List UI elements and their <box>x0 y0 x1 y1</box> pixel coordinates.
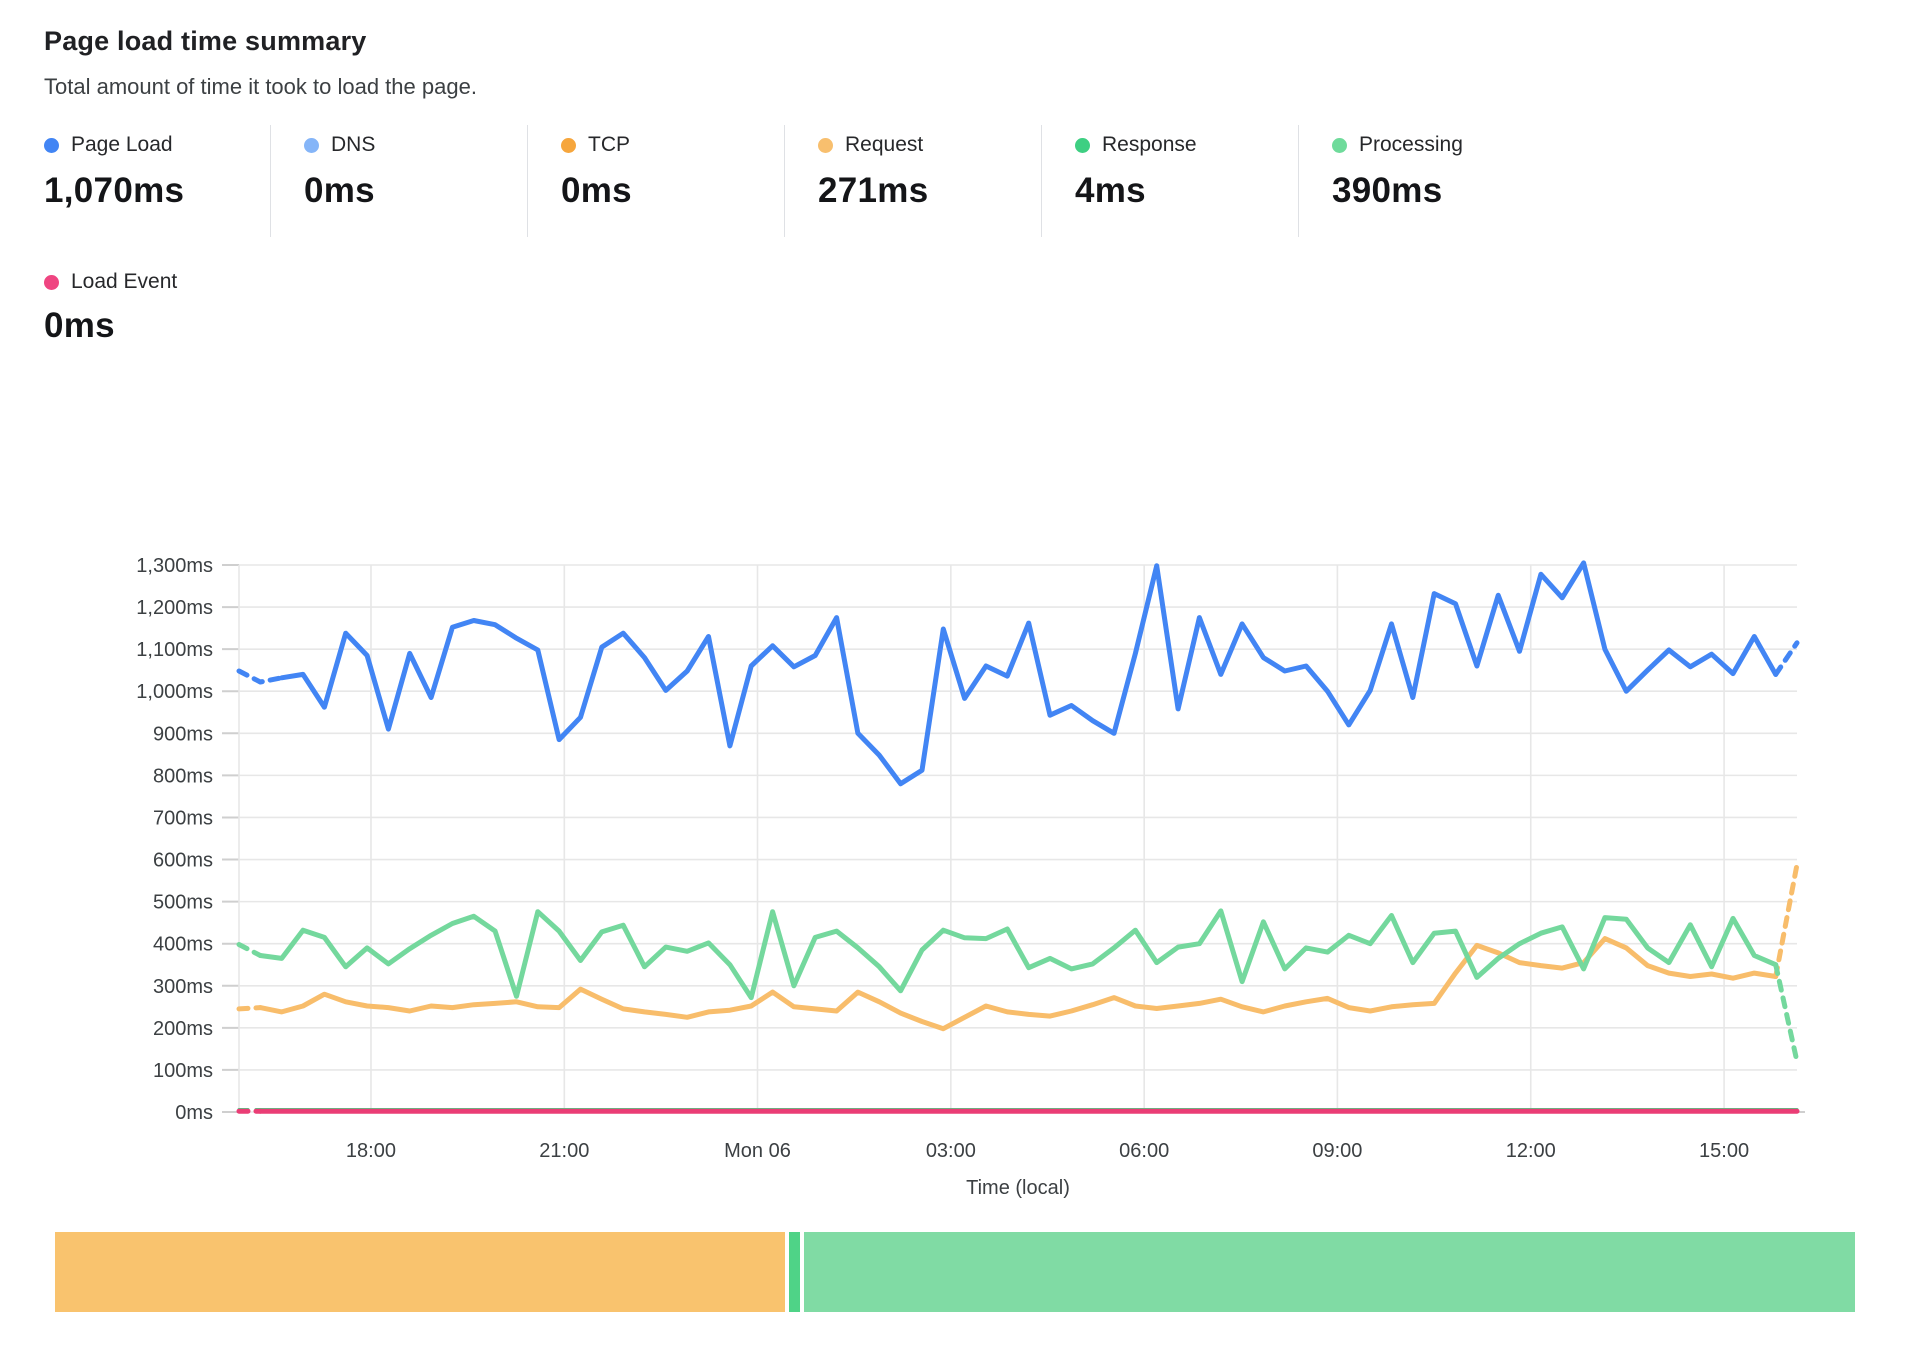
series-request-lead-dash <box>236 1005 263 1012</box>
metric-label: Load Event <box>71 270 178 293</box>
y-tick-label: 1,200ms <box>136 597 213 619</box>
y-tick-label: 0ms <box>175 1102 213 1124</box>
tcp-legend-dot <box>561 137 576 153</box>
bar-segment-response <box>789 1232 801 1312</box>
series-request-tail-dash <box>1773 862 1800 979</box>
x-tick-label: 09:00 <box>1312 1140 1362 1162</box>
x-tick-label: 06:00 <box>1119 1140 1169 1162</box>
y-tick-label: 700ms <box>153 807 213 829</box>
metric-label: Request <box>845 133 924 156</box>
y-tick-label: 600ms <box>153 850 213 872</box>
metric-card-load-event: Load Event 0ms <box>44 270 177 346</box>
page-subtitle: Total amount of time it took to load the… <box>44 74 477 99</box>
metric-label: Response <box>1102 133 1197 156</box>
metric-value: 390ms <box>1332 171 1443 210</box>
response-legend-dot <box>1075 137 1090 153</box>
metric-label: Processing <box>1359 133 1463 156</box>
series-processing-lead-dash <box>236 942 263 958</box>
metric-label: DNS <box>331 133 376 156</box>
y-tick-label: 800ms <box>153 765 213 787</box>
metric-card-page-load: Page Load 1,070ms <box>44 125 270 237</box>
series-page_load-lead-dash <box>236 668 285 685</box>
timing-breakdown-bar <box>55 1232 1855 1312</box>
metric-value: 1,070ms <box>44 171 185 210</box>
metric-value: 0ms <box>44 306 115 345</box>
x-tick-label: 03:00 <box>926 1140 976 1162</box>
load-event-legend-dot <box>44 274 59 290</box>
metric-card-request: Request 271ms <box>784 125 1041 237</box>
y-tick-label: 400ms <box>153 934 213 956</box>
x-tick-label: 15:00 <box>1699 1140 1749 1162</box>
metric-card-dns: DNS 0ms <box>270 125 527 237</box>
metric-value: 0ms <box>304 171 375 210</box>
metric-card-response: Response 4ms <box>1041 125 1298 237</box>
bar-segment-processing <box>804 1232 1855 1312</box>
series-page_load-tail-dash <box>1773 640 1800 677</box>
metric-value: 0ms <box>561 171 632 210</box>
y-tick-label: 500ms <box>153 892 213 914</box>
metrics-row: Page Load 1,070ms DNS 0ms TCP 0ms Reques… <box>44 125 1555 237</box>
metric-card-processing: Processing 390ms <box>1298 125 1555 237</box>
metric-value: 4ms <box>1075 171 1146 210</box>
page-title: Page load time summary <box>44 26 367 56</box>
y-tick-label: 900ms <box>153 723 213 745</box>
metric-card-tcp: TCP 0ms <box>527 125 784 237</box>
y-tick-label: 200ms <box>153 1018 213 1040</box>
request-legend-dot <box>818 137 833 153</box>
bar-segment-request <box>55 1232 786 1312</box>
metric-value: 271ms <box>818 171 929 210</box>
y-tick-label: 1,000ms <box>136 681 213 703</box>
metric-label: TCP <box>588 133 630 156</box>
processing-legend-dot <box>1332 137 1347 153</box>
x-tick-label: Mon 06 <box>724 1140 791 1162</box>
line-chart: 0ms 100ms 200ms 300ms 400ms 500ms 600ms 700ms 80… <box>0 430 1910 1205</box>
dns-legend-dot <box>304 137 319 153</box>
metric-label: Page Load <box>71 133 173 156</box>
x-tick-label: 12:00 <box>1506 1140 1556 1162</box>
y-tick-label: 100ms <box>153 1060 213 1082</box>
x-tick-label: 21:00 <box>539 1140 589 1162</box>
series-page_load-line <box>279 560 1779 787</box>
y-tick-label: 300ms <box>153 976 213 998</box>
x-axis-title: Time (local) <box>966 1177 1070 1199</box>
series-processing-tail-dash <box>1773 962 1800 1064</box>
x-tick-label: 18:00 <box>346 1140 396 1162</box>
y-tick-label: 1,100ms <box>136 639 213 661</box>
series-request-line <box>257 936 1779 1032</box>
page-load-legend-dot <box>44 137 59 153</box>
chart-canvas[interactable]: 0ms 100ms 200ms 300ms 400ms 500ms 600ms 700ms 80… <box>0 430 1910 1205</box>
y-tick-label: 1,300ms <box>136 555 213 577</box>
series-processing-line <box>257 908 1779 1001</box>
